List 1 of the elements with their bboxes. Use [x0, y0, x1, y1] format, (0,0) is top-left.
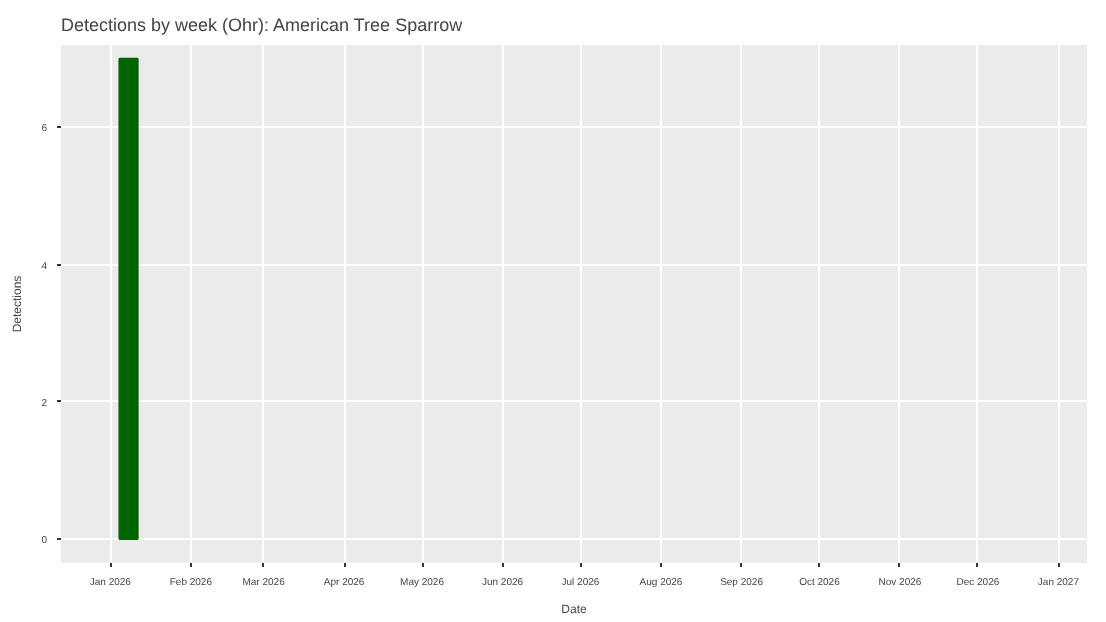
chart-title: Detections by week (Ohr): American Tree Sparrow: [61, 15, 464, 35]
